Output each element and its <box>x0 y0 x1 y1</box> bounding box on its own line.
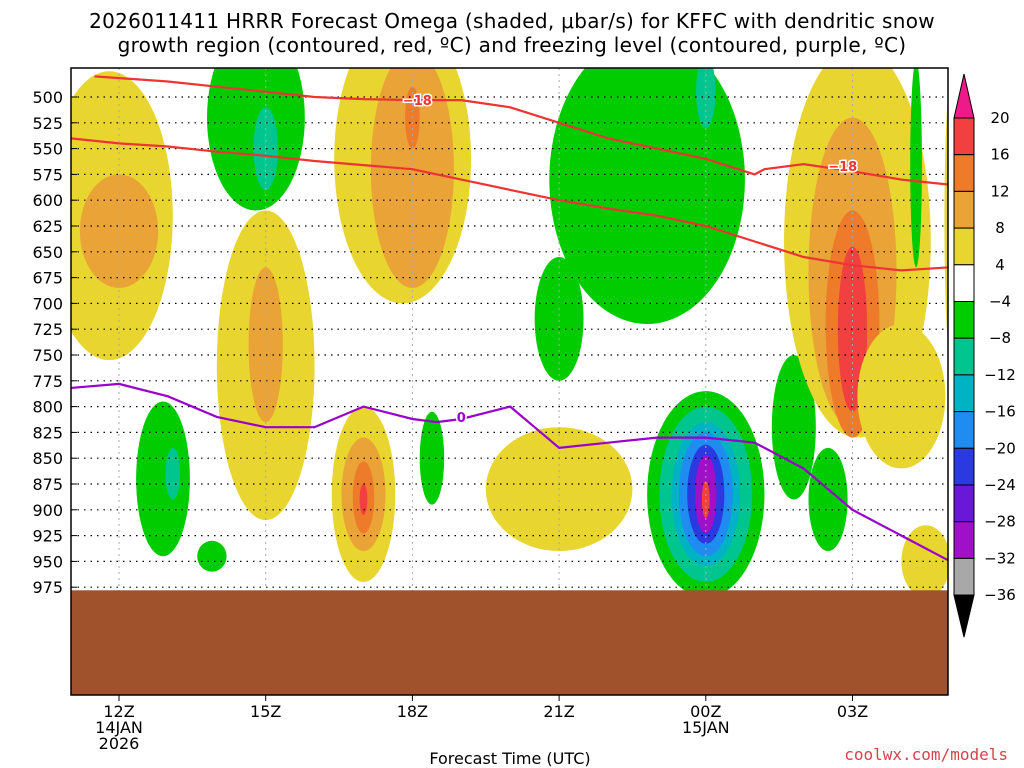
omega-region-36 <box>901 525 948 598</box>
omega-region-29 <box>808 447 848 552</box>
x-tick-label-18Z-0: 18Z <box>397 702 428 721</box>
y-tick-label-950: 950 <box>32 552 63 571</box>
omega-region-15 <box>359 484 368 515</box>
y-axis: 500 525 550 575 600 625 650 675 700 725 750 775 800 8… <box>32 88 77 597</box>
y-tick-label-750: 750 <box>32 346 63 365</box>
x-axis-title: Forecast Time (UTC) <box>429 749 590 768</box>
terrain-strip <box>71 590 948 695</box>
colorbar-bin-1 <box>953 117 975 156</box>
contour-line-2 <box>71 382 948 562</box>
omega-region-2 <box>207 68 305 211</box>
y-tick-label-725: 725 <box>32 320 63 339</box>
y-tick-label-875: 875 <box>32 475 63 494</box>
y-tick-label-900: 900 <box>32 501 63 520</box>
omega-region-27 <box>701 480 710 519</box>
y-tick-label-850: 850 <box>32 449 63 468</box>
y-tick-label-600: 600 <box>32 191 63 210</box>
contour-line-0 <box>94 75 948 186</box>
colorbar-label-5: −4 <box>989 293 1011 311</box>
omega-region-18 <box>549 68 745 324</box>
contour-label-0-0: −18 <box>403 94 432 109</box>
x-tick-label-00Z-0: 00Z <box>690 702 721 721</box>
y-tick-label-700: 700 <box>32 294 63 313</box>
x-tick-label-21Z-0: 21Z <box>543 702 574 721</box>
colorbar-label-0: 20 <box>990 109 1009 127</box>
y-tick-label-550: 550 <box>32 140 63 159</box>
colorbar-label-4: 4 <box>995 256 1005 274</box>
y-tick-label-650: 650 <box>32 243 63 262</box>
colorbar-bin-10 <box>953 447 975 486</box>
colorbar-bin-7 <box>953 337 975 376</box>
y-tick-label-675: 675 <box>32 269 63 288</box>
colorbar-label-8: −16 <box>984 403 1016 421</box>
ground-terrain <box>71 590 948 695</box>
y-tick-label-800: 800 <box>32 398 63 417</box>
x-tick-label-12Z-2: 2026 <box>99 734 140 753</box>
y-tick-label-925: 925 <box>32 527 63 546</box>
omega-region-34 <box>857 324 946 469</box>
colorbar-bin-8 <box>953 374 975 413</box>
omega-region-19 <box>696 68 716 128</box>
colorbar-bin-3 <box>953 190 975 229</box>
colorbar-bin-5 <box>953 264 975 302</box>
colorbar-top-arrow <box>953 73 975 119</box>
y-tick-label-775: 775 <box>32 372 63 391</box>
site-credit: coolwx.com/models <box>844 745 1008 764</box>
colorbar-bin-12 <box>953 521 975 559</box>
omega-region-16 <box>419 411 445 505</box>
x-tick-label-00Z-1: 15JAN <box>682 718 730 737</box>
contour-label-2-0: 0 <box>457 411 466 426</box>
omega-region-3 <box>253 107 278 190</box>
contour-label-0-1: −18 <box>828 160 857 175</box>
colorbar-bin-4 <box>953 227 975 266</box>
colorbar-bin-9 <box>953 411 975 449</box>
omega-region-35 <box>910 68 922 268</box>
y-tick-label-625: 625 <box>32 217 63 236</box>
colorbar-bin-13 <box>953 557 975 596</box>
omega-region-37 <box>944 97 948 345</box>
colorbar-label-13: −36 <box>984 586 1016 604</box>
colorbar-bottom-arrow <box>953 594 975 638</box>
y-tick-label-975: 975 <box>32 578 63 597</box>
omega-region-28 <box>771 355 816 500</box>
colorbar-label-3: 8 <box>995 219 1005 237</box>
contour-line-1 <box>71 137 948 272</box>
omega-region-11 <box>197 540 227 572</box>
colorbar-label-10: −24 <box>984 476 1016 494</box>
colorbar-label-7: −12 <box>984 366 1016 384</box>
colorbar-label-9: −20 <box>984 439 1016 457</box>
colorbar-label-11: −28 <box>984 513 1016 531</box>
colorbar: 20 16 12 8 4 −4 −8 −12 −16 −20 −24 −28 −32 −36 <box>953 73 1016 638</box>
y-tick-label-825: 825 <box>32 423 63 442</box>
x-tick-label-03Z-0: 03Z <box>837 702 868 721</box>
y-tick-label-575: 575 <box>32 165 63 184</box>
x-tick-label-12Z-1: 14JAN <box>95 718 143 737</box>
x-tick-label-12Z-0: 12Z <box>103 702 134 721</box>
contour-lines: −18 −18 0 <box>71 75 948 562</box>
colorbar-bin-6 <box>953 301 975 339</box>
colorbar-label-12: −32 <box>984 549 1016 567</box>
colorbar-label-6: −8 <box>989 329 1011 347</box>
colorbar-bin-11 <box>953 484 975 523</box>
omega-region-20 <box>534 256 584 381</box>
colorbar-label-2: 12 <box>990 182 1009 200</box>
chart-title-line-2: growth region (contoured, red, ºC) and f… <box>117 33 907 57</box>
colorbar-label-1: 16 <box>990 146 1009 164</box>
y-tick-label-500: 500 <box>32 88 63 107</box>
colorbar-bin-2 <box>953 154 975 192</box>
omega-region-10 <box>165 447 181 500</box>
x-tick-label-15Z-0: 15Z <box>250 702 281 721</box>
chart-title-line-1: 2026011411 HRRR Forecast Omega (shaded, … <box>89 9 935 33</box>
y-tick-label-525: 525 <box>32 114 63 133</box>
plot-frame <box>70 67 949 696</box>
omega-region-9 <box>136 401 190 557</box>
